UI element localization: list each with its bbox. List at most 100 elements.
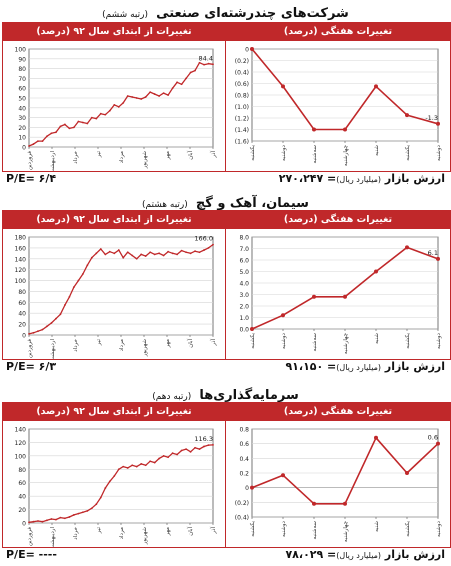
panel-title: تغییرات هفتگی (درصد): [226, 403, 450, 421]
market-value-amount: = ۲۷۰،۲۴۷: [278, 172, 337, 185]
data-point: [59, 313, 62, 316]
end-value-label: -1.3: [425, 114, 438, 122]
weekly-chart: 0 (0.2) (0.4) (0.6) (0.8) (1.0) (1.2) (1.4) (1.6…: [235, 47, 442, 167]
pe-ratio: P/E= ۶/۴: [6, 172, 56, 185]
data-point: [46, 325, 48, 328]
weekly-chart: 0.80.60.40.20(0.2)(0.4)یکشنبه دوشنبه سه‌شن…: [235, 427, 442, 543]
data-point: [312, 127, 316, 132]
x-tick-label: فروردین: [27, 151, 33, 171]
data-point: [374, 269, 378, 274]
data-point: [117, 249, 120, 251]
panel-title: تغییرات از ابتدای سال ۹۲ (درصد): [3, 403, 225, 421]
y-tick-label: (1.0): [235, 104, 249, 111]
x-tick-label: مرداد: [119, 151, 125, 163]
data-point: [28, 145, 30, 147]
section-title: سیمان، آهک و گچ (رتبه هشتم): [0, 192, 451, 211]
data-point: [158, 457, 161, 460]
data-point: [113, 103, 116, 106]
y-tick-label: 0: [22, 521, 26, 528]
data-point: [122, 256, 125, 259]
y-tick-label: 0.0: [239, 327, 249, 334]
x-tick-label: یکشنبه: [404, 333, 411, 349]
y-tick-label: (0.4): [235, 70, 249, 77]
x-tick-label: آبان: [187, 151, 194, 160]
data-point: [95, 252, 98, 255]
data-point: [135, 257, 138, 260]
data-point: [37, 140, 39, 143]
data-point: [95, 503, 98, 506]
market-value-label: ارزش بازار: [384, 172, 445, 185]
series-line: [28, 444, 214, 523]
panel-title: تغییرات از ابتدای سال ۹۲ (درصد): [3, 211, 225, 229]
data-point: [185, 448, 187, 451]
section-rank: (رتبه هشتم): [142, 200, 188, 210]
data-point: [55, 131, 57, 134]
data-point: [171, 452, 174, 455]
data-point: [90, 116, 93, 119]
data-point: [81, 121, 84, 124]
chart-frame: تغییرات از ابتدای سال ۹۲ (درصد) 0 20 40 60 8…: [2, 402, 451, 548]
data-point: [77, 120, 80, 123]
data-point: [99, 496, 102, 499]
data-point: [171, 87, 174, 90]
market-value-amount: = ۷۸،۰۲۹: [285, 548, 337, 561]
data-point: [149, 251, 152, 254]
x-tick-label: دوشنبه: [281, 520, 287, 537]
data-point: [167, 250, 170, 253]
data-point: [176, 81, 178, 84]
data-point: [117, 105, 120, 108]
data-point: [189, 450, 192, 453]
x-tick-label: خرداد: [73, 151, 79, 164]
pe-label: P/E=: [6, 360, 35, 373]
y-tick-label: 90: [18, 56, 26, 63]
series-line: [251, 246, 439, 330]
data-point: [203, 445, 205, 448]
data-point: [374, 435, 378, 440]
x-tick-label: شنبه: [374, 521, 380, 532]
section-cement: سیمان، آهک و گچ (رتبه هشتم) تغییرات از ا…: [0, 190, 451, 375]
data-point: [405, 471, 409, 475]
x-tick-label: یکشنبه: [404, 521, 411, 537]
y-tick-label: 30: [18, 115, 26, 122]
y-tick-label: 20: [18, 507, 26, 514]
data-point: [149, 460, 152, 463]
data-point: [55, 518, 57, 521]
data-point: [203, 63, 205, 66]
x-tick-label: خرداد: [73, 339, 79, 352]
data-point: [281, 313, 285, 318]
section-rank: (رتبه دهم): [152, 392, 192, 402]
market-value-label: ارزش بازار: [384, 548, 445, 561]
pe-ratio: P/E= ----: [6, 548, 57, 561]
data-point: [144, 96, 147, 98]
y-tick-label: 0.2: [239, 471, 249, 478]
data-point: [46, 135, 48, 138]
data-point: [194, 250, 196, 253]
data-point: [198, 448, 201, 451]
y-tick-label: 40: [18, 105, 26, 112]
data-point: [158, 95, 161, 97]
y-tick-label: 100: [15, 453, 27, 460]
x-tick-label: دوشنبه: [436, 332, 442, 349]
data-point: [343, 127, 347, 132]
x-tick-label: یکشنبه: [249, 521, 256, 537]
data-point: [405, 113, 409, 118]
x-tick-label: فروردین: [27, 339, 33, 359]
data-point: [108, 480, 111, 483]
x-tick-label: تیر: [96, 527, 102, 535]
panel-divider: [225, 211, 226, 359]
data-point: [113, 252, 116, 255]
data-point: [171, 252, 174, 255]
series-line: [251, 48, 439, 131]
data-point: [68, 516, 71, 518]
end-value-label: 6.1: [428, 249, 438, 257]
data-point: [46, 519, 48, 522]
data-point: [405, 245, 409, 250]
data-point: [250, 485, 254, 490]
y-tick-label: 0: [245, 47, 249, 54]
y-tick-label: 60: [18, 300, 26, 307]
ytd-chart: 0 10 20 30 40 50 60 70 80 90 100 فروردین اردیبهشت خرد…: [15, 47, 217, 172]
x-tick-label: سه‌شنبه: [312, 521, 318, 540]
data-point: [90, 507, 93, 510]
data-point: [198, 251, 201, 254]
data-point: [32, 331, 35, 334]
